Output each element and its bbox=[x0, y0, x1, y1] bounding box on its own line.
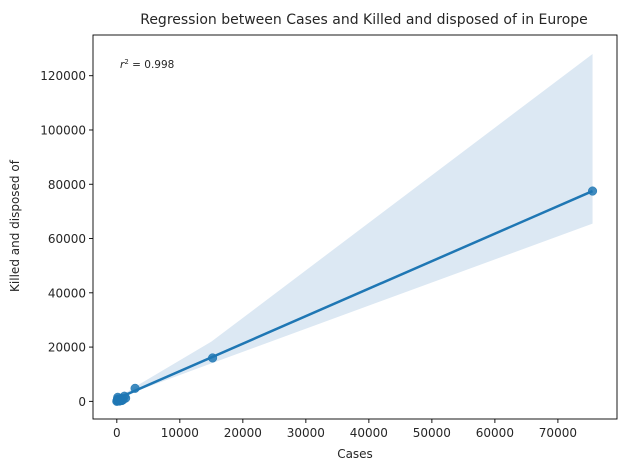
x-tick-label-5: 50000 bbox=[413, 426, 451, 440]
x-tick-label-7: 70000 bbox=[539, 426, 577, 440]
x-tick-label-0: 0 bbox=[113, 426, 121, 440]
y-tick-label-1: 20000 bbox=[48, 341, 86, 355]
plot-frame bbox=[92, 34, 618, 420]
data-point-15 bbox=[208, 353, 218, 363]
y-tick-label-6: 120000 bbox=[40, 69, 86, 83]
data-point-14 bbox=[130, 383, 140, 393]
y-axis-label: Killed and disposed of bbox=[8, 159, 22, 292]
regression-line bbox=[116, 189, 594, 400]
plot-area: 0 10000 20000 30000 40000 50000 60000 70000 0 200… bbox=[40, 34, 618, 440]
x-tick-label-1: 10000 bbox=[161, 426, 199, 440]
y-tick-label-4: 80000 bbox=[48, 178, 86, 192]
x-tick-label-3: 30000 bbox=[287, 426, 325, 440]
r2-value: = 0.998 bbox=[129, 59, 175, 71]
confidence-band bbox=[116, 53, 593, 402]
chart-title: Regression between Cases and Killed and … bbox=[140, 12, 588, 28]
x-axis-label: Cases bbox=[337, 447, 373, 461]
data-point-16 bbox=[588, 186, 598, 196]
r2-annotation: r2 = 0.998 bbox=[120, 58, 174, 71]
y-tick-label-5: 100000 bbox=[40, 123, 86, 137]
y-tick-label-3: 60000 bbox=[48, 232, 86, 246]
x-tick-label-4: 40000 bbox=[350, 426, 388, 440]
r2-superscript: 2 bbox=[124, 58, 128, 66]
data-point-13 bbox=[121, 393, 131, 403]
x-tick-label-2: 20000 bbox=[224, 426, 262, 440]
y-tick-label-2: 40000 bbox=[48, 286, 86, 300]
x-tick-label-6: 60000 bbox=[476, 426, 514, 440]
y-tick-label-0: 0 bbox=[78, 395, 86, 409]
r2-symbol: r bbox=[120, 59, 125, 71]
